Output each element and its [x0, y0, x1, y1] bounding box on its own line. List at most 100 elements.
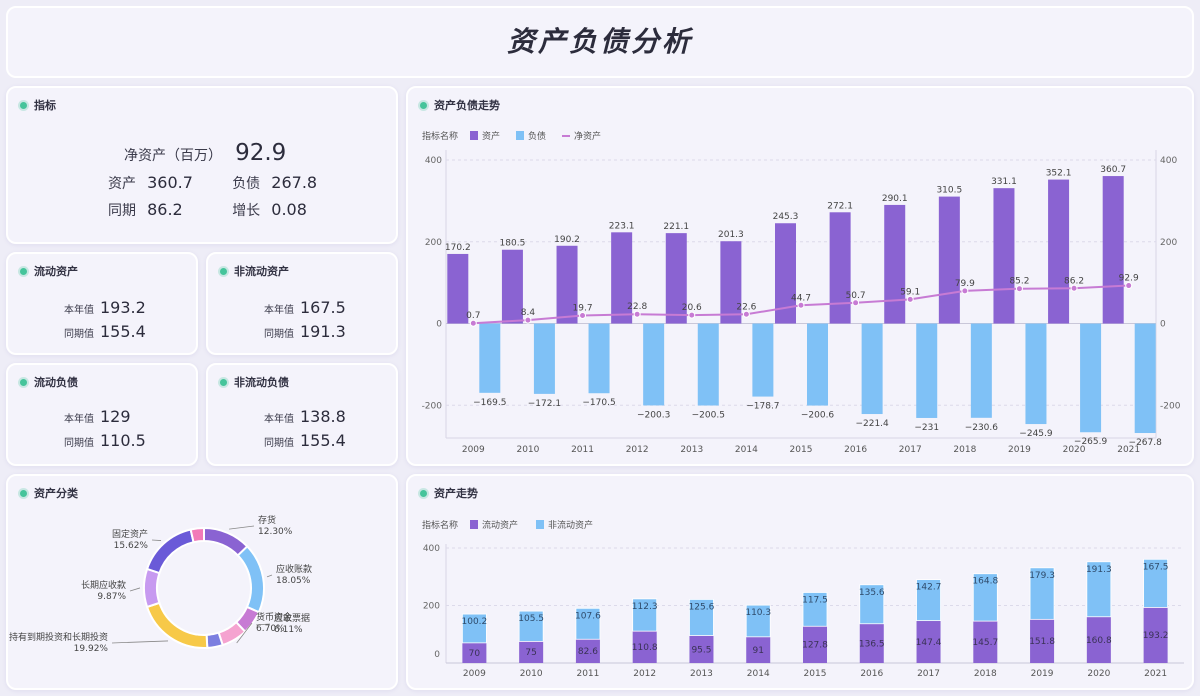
current-label: 本年值 [64, 305, 94, 316]
y-tick-label-right: 0 [1160, 320, 1166, 330]
indicators-panel: 指标 净资产（百万） 92.9 资产 360.7 负债 267.8 同期 86.… [6, 86, 398, 244]
asset-bar-label: 170.2 [445, 243, 471, 253]
donut-slice-pct: 9.87% [97, 592, 126, 602]
noncurrent-assets-bar [802, 592, 828, 627]
panel-title: 资产走势 [434, 487, 478, 500]
net-assets-point [524, 316, 532, 324]
donut-leader-line [151, 539, 162, 541]
x-tick-label: 2020 [1087, 669, 1110, 679]
x-tick-label: 2011 [571, 445, 594, 455]
asset-liability-trend-panel: 资产负债走势 指标名称 资产 负债 净资产 400 400 200 200 0 0 -200 -200… [406, 86, 1194, 466]
donut-slice-label: 长期应收款 [81, 579, 126, 591]
current-assets-bar [1086, 616, 1111, 663]
asset-category-panel: 资产分类 存货 12.30% 应收账款 18.05% 应收票据 6.11% 货币资金 6.70… [6, 474, 398, 690]
net-assets-point [1015, 285, 1023, 293]
noncurrent-assets-bar [575, 607, 601, 640]
current-assets-label: 75 [525, 648, 536, 658]
noncurrent-assets-card: 非流动资产 本年值 167.5 同期值 191.3 [206, 252, 398, 355]
panel-title: 资产负债走势 [434, 99, 500, 112]
asset-bar [556, 245, 578, 324]
donut-slice-pct: 6.11% [274, 625, 303, 635]
x-tick-label: 2019 [1008, 445, 1031, 455]
donut-leader-line [256, 623, 271, 626]
legend-swatch [516, 131, 524, 140]
donut-slice-pct: 19.92% [74, 644, 109, 654]
noncurrent-assets-bar [1143, 558, 1169, 608]
legend-swatch [470, 131, 478, 140]
bullet-icon [20, 101, 27, 109]
current-assets-bar [916, 620, 941, 663]
current-assets-label: 160.8 [1086, 636, 1112, 646]
noncurrent-assets-label: 105.5 [518, 614, 544, 624]
net-assets-label: 44.7 [791, 293, 811, 303]
x-tick-label: 2015 [804, 669, 827, 679]
current-assets-label: 151.8 [1029, 637, 1055, 647]
x-tick-label: 2013 [680, 445, 703, 455]
bullet-icon [220, 378, 227, 386]
y-tick-label-right: 400 [1160, 156, 1177, 166]
legend-label: 净资产 [574, 130, 601, 142]
prior-value: 155.4 [100, 322, 146, 341]
asset-trend-chart: 指标名称 流动资产 非流动资产 400 200 0 70 100.2 2009 75 105.5 20… [422, 519, 1184, 679]
liability-bar-label: −267.8 [1129, 438, 1163, 448]
legend-label: 负债 [528, 130, 546, 142]
donut-slice [145, 528, 195, 575]
net-assets-point [688, 311, 696, 319]
x-tick-label: 2016 [844, 445, 867, 455]
current-assets-bar [1030, 619, 1055, 663]
donut-slice-pct: 18.05% [276, 576, 311, 586]
noncurrent-assets-bar [859, 584, 885, 625]
asset-bar [611, 232, 633, 324]
legend-title: 指标名称 [422, 130, 458, 142]
current-assets-bar [689, 635, 714, 663]
current-value: 129 [100, 407, 131, 426]
donut-slice [205, 631, 224, 649]
current-assets-card: 流动资产 本年值 193.2 同期值 155.4 [6, 252, 198, 355]
y-tick-label: 0 [434, 650, 440, 660]
noncurrent-assets-bar [689, 599, 714, 636]
current-assets-bar [519, 641, 544, 663]
bullet-icon [20, 378, 27, 386]
current-label: 本年值 [264, 305, 294, 316]
current-value: 138.8 [300, 407, 346, 426]
donut-slice [143, 567, 161, 609]
net-assets-label: 19.7 [573, 303, 593, 313]
donut-slice-pct: 15.62% [114, 541, 149, 551]
liability-bar-label: −200.5 [692, 410, 725, 420]
asset-bar [993, 188, 1015, 324]
liability-bar-label: −231 [914, 423, 939, 433]
x-tick-label: 2019 [1031, 669, 1054, 679]
asset-bar [775, 223, 796, 324]
x-tick-label: 2009 [462, 445, 485, 455]
donut-slice-label: 应收票据 [274, 612, 310, 624]
noncurrent-assets-bar [916, 579, 941, 622]
asset-bar [829, 212, 851, 324]
x-tick-label: 2021 [1117, 445, 1140, 455]
same-period-row: 同期 86.2 增长 0.08 [108, 200, 307, 220]
assets-row: 资产 360.7 负债 267.8 [108, 173, 317, 193]
current-assets-bar [803, 626, 827, 663]
asset-liability-chart: 指标名称 资产 负债 净资产 400 400 200 200 0 0 -200 -200 170.2 −1… [422, 130, 1181, 455]
growth-label: 增长 [232, 203, 261, 219]
y-tick-label: 400 [423, 544, 440, 554]
bullet-icon [420, 101, 427, 109]
asset-bar [884, 204, 906, 324]
noncurrent-liabilities-card: 非流动负债 本年值 138.8 同期值 155.4 [206, 363, 398, 466]
donut-slice-label: 应收账款 [276, 563, 312, 575]
liability-bar [861, 323, 883, 415]
donut-slice-label: 持有到期投资和长期投资 [9, 631, 108, 643]
liability-bar [1025, 323, 1047, 425]
donut-slice-pct: 6.70% [256, 624, 285, 634]
x-tick-label: 2016 [860, 669, 883, 679]
noncurrent-assets-label: 135.6 [859, 588, 885, 598]
noncurrent-assets-bar [632, 598, 658, 632]
donut-slice-label: 货币资金 [256, 611, 292, 623]
card-title: 流动负债 [34, 376, 78, 389]
noncurrent-assets-label: 164.8 [972, 577, 998, 587]
assets-label: 资产 [108, 176, 136, 192]
asset-bar-label: 360.7 [1100, 165, 1126, 175]
net-assets-point [579, 311, 587, 319]
legend-title: 指标名称 [422, 519, 458, 531]
asset-bar [1102, 176, 1124, 324]
current-assets-bar [859, 623, 884, 663]
